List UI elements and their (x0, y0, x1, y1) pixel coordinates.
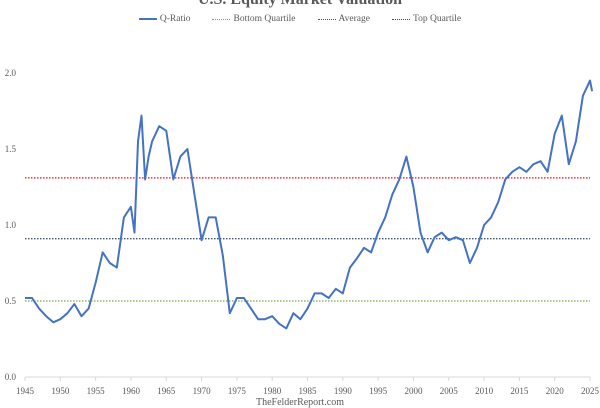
y-tick-label: 2.0 (5, 68, 17, 78)
q-ratio-line (25, 79, 594, 330)
x-tick-label: 1970 (193, 386, 212, 396)
x-tick-label: 1965 (157, 386, 176, 396)
legend-label: Q-Ratio (159, 14, 191, 24)
y-tick-label: 0.5 (5, 296, 17, 306)
legend-swatch (317, 18, 336, 20)
legend-label: Top Quartile (412, 14, 462, 24)
y-tick-label: 1.5 (5, 144, 17, 154)
x-tick-label: 1950 (51, 386, 70, 396)
y-tick-label: 1.0 (5, 220, 17, 230)
x-tick-label: 1960 (122, 386, 141, 396)
chart-title: U.S. Equity Market Valuation (0, 0, 600, 9)
legend-label: Average (338, 14, 370, 24)
x-tick-label: 2015 (510, 386, 529, 396)
legend-swatch (138, 18, 157, 20)
x-tick-label: 2010 (475, 386, 494, 396)
legend-item: Average (317, 14, 370, 24)
x-tick-label: 2025 (581, 386, 600, 396)
legend-label: Bottom Quartile (233, 14, 296, 24)
legend-item: Q-Ratio (138, 14, 191, 24)
x-tick-label: 1985 (299, 386, 318, 396)
x-tick-label: 1995 (369, 386, 388, 396)
legend-swatch (212, 18, 231, 20)
x-tick-label: 2000 (404, 386, 423, 396)
x-tick-label: 2005 (440, 386, 459, 396)
x-tick-label: 2020 (546, 386, 565, 396)
x-tick-label: 1990 (334, 386, 353, 396)
legend-swatch (391, 18, 410, 20)
legend: Q-Ratio Bottom Quartile Average Top Quartil… (0, 14, 600, 24)
x-tick-label: 1980 (263, 386, 282, 396)
legend-item: Top Quartile (391, 14, 462, 24)
y-tick-label: 0.0 (5, 372, 17, 382)
x-tick-label: 1945 (16, 386, 35, 396)
legend-item: Bottom Quartile (212, 14, 296, 24)
x-tick-label: 1975 (228, 386, 247, 396)
x-tick-label: 1955 (87, 386, 106, 396)
